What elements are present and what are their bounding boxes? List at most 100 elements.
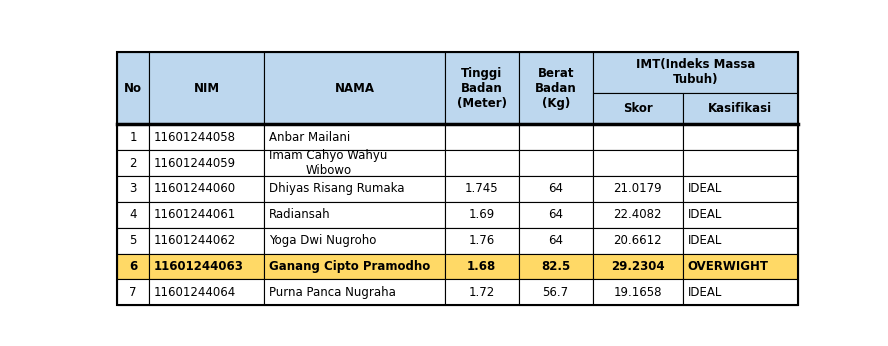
Text: Dhiyas Risang Rumaka: Dhiyas Risang Rumaka (269, 182, 405, 195)
Text: IDEAL: IDEAL (687, 208, 722, 221)
Bar (149, 52, 265, 124)
Bar (683, 93, 797, 124)
Text: 11601244058: 11601244058 (155, 131, 236, 144)
Text: 22.4082: 22.4082 (614, 208, 662, 221)
Text: Berat
Badan
(Kg): Berat Badan (Kg) (535, 67, 576, 110)
Bar (149, 176, 265, 202)
Text: OVERWIGHT: OVERWIGHT (687, 260, 769, 273)
Bar (683, 228, 797, 254)
Bar (592, 202, 683, 228)
Bar (592, 93, 683, 124)
Text: Yoga Dwi Nugroho: Yoga Dwi Nugroho (269, 234, 377, 247)
Bar (116, 254, 149, 280)
Bar (116, 52, 149, 124)
Bar (519, 202, 592, 228)
Bar (265, 280, 445, 305)
Bar (519, 176, 592, 202)
Text: 1.745: 1.745 (465, 182, 498, 195)
Text: 56.7: 56.7 (543, 286, 568, 299)
Bar (592, 52, 797, 93)
Text: Purna Panca Nugraha: Purna Panca Nugraha (269, 286, 396, 299)
Text: 29.2304: 29.2304 (611, 260, 664, 273)
Bar (683, 176, 797, 202)
Text: 2: 2 (129, 157, 137, 170)
Bar (265, 124, 445, 150)
Bar (149, 228, 265, 254)
Text: 11601244061: 11601244061 (155, 208, 236, 221)
Bar (116, 176, 149, 202)
Text: Skor: Skor (622, 102, 653, 115)
Text: Anbar Mailani: Anbar Mailani (269, 131, 351, 144)
Text: 1: 1 (129, 131, 137, 144)
Text: Ganang Cipto Pramodho: Ganang Cipto Pramodho (269, 260, 431, 273)
Text: 64: 64 (548, 234, 563, 247)
Text: 19.1658: 19.1658 (614, 286, 662, 299)
Bar (683, 150, 797, 176)
Text: 11601244059: 11601244059 (155, 157, 236, 170)
Bar (265, 202, 445, 228)
Text: 11601244064: 11601244064 (155, 286, 236, 299)
Text: 6: 6 (129, 260, 137, 273)
Bar (116, 202, 149, 228)
Bar (592, 176, 683, 202)
Bar (592, 280, 683, 305)
Text: Radiansah: Radiansah (269, 208, 330, 221)
Bar (592, 150, 683, 176)
Bar (116, 150, 149, 176)
Text: 1.76: 1.76 (469, 234, 495, 247)
Bar (519, 254, 592, 280)
Text: 11601244060: 11601244060 (155, 182, 236, 195)
Text: 11601244062: 11601244062 (155, 234, 236, 247)
Bar (149, 254, 265, 280)
Bar (149, 280, 265, 305)
Bar (519, 228, 592, 254)
Text: 3: 3 (130, 182, 137, 195)
Text: 64: 64 (548, 182, 563, 195)
Text: 1.72: 1.72 (469, 286, 495, 299)
Text: Kasifikasi: Kasifikasi (709, 102, 773, 115)
Bar (592, 228, 683, 254)
Text: No: No (124, 82, 142, 95)
Text: Imam Cahyo Wahyu
Wibowo: Imam Cahyo Wahyu Wibowo (269, 149, 387, 177)
Bar (519, 280, 592, 305)
Text: 4: 4 (129, 208, 137, 221)
Bar (683, 124, 797, 150)
Bar (683, 254, 797, 280)
Text: 64: 64 (548, 208, 563, 221)
Bar (116, 228, 149, 254)
Text: IDEAL: IDEAL (687, 286, 722, 299)
Text: IDEAL: IDEAL (687, 182, 722, 195)
Text: 21.0179: 21.0179 (614, 182, 662, 195)
Text: 11601244063: 11601244063 (155, 260, 244, 273)
Text: 82.5: 82.5 (541, 260, 570, 273)
Bar (265, 254, 445, 280)
Text: NAMA: NAMA (335, 82, 375, 95)
Bar (445, 254, 519, 280)
Bar (149, 150, 265, 176)
Bar (519, 124, 592, 150)
Bar (445, 228, 519, 254)
Text: 5: 5 (130, 234, 137, 247)
Bar (683, 202, 797, 228)
Bar (519, 52, 592, 124)
Bar (592, 254, 683, 280)
Text: 20.6612: 20.6612 (614, 234, 662, 247)
Bar (265, 52, 445, 124)
Bar (116, 124, 149, 150)
Bar (445, 176, 519, 202)
Text: 7: 7 (129, 286, 137, 299)
Text: NIM: NIM (194, 82, 220, 95)
Text: IDEAL: IDEAL (687, 234, 722, 247)
Bar (445, 280, 519, 305)
Bar (265, 176, 445, 202)
Bar (116, 280, 149, 305)
Text: IMT(Indeks Massa
Tubuh): IMT(Indeks Massa Tubuh) (636, 58, 755, 86)
Text: Tinggi
Badan
(Meter): Tinggi Badan (Meter) (456, 67, 507, 110)
Bar (445, 52, 519, 124)
Bar (149, 202, 265, 228)
Text: 1.69: 1.69 (469, 208, 495, 221)
Bar (265, 150, 445, 176)
Bar (445, 124, 519, 150)
Bar (149, 124, 265, 150)
Bar (683, 280, 797, 305)
